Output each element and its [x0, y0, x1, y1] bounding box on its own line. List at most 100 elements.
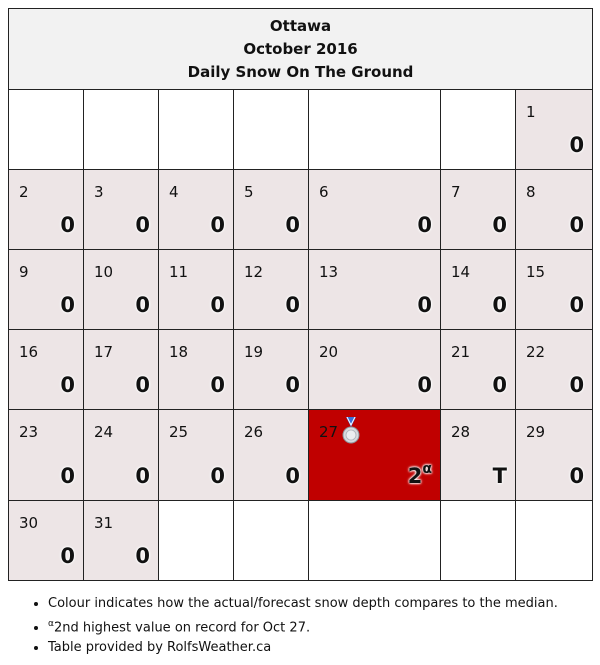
snow-depth-value: 0 — [135, 293, 150, 317]
snow-depth-value: 2α — [408, 461, 432, 488]
footnotes: Colour indicates how the actual/forecast… — [18, 594, 558, 658]
snow-depth-value: 0 — [569, 133, 584, 157]
snow-depth-number: 0 — [60, 544, 75, 568]
day-cell: 18 0 — [158, 329, 234, 410]
snow-depth-number: 0 — [569, 133, 585, 157]
day-number: 5 — [244, 183, 254, 201]
snow-depth-value: 0 — [417, 373, 432, 397]
day-number: 17 — [94, 343, 114, 361]
snow-depth-value: 0 — [60, 464, 75, 488]
day-number: 23 — [19, 423, 39, 441]
day-number: 11 — [169, 263, 189, 281]
day-number: 22 — [526, 343, 546, 361]
snow-depth-value: T — [493, 464, 507, 488]
source-note: Table provided by RolfsWeather.ca — [48, 638, 558, 658]
empty-day-cell — [440, 89, 516, 170]
day-number: 30 — [19, 514, 39, 532]
empty-day-cell — [514, 500, 594, 581]
snow-depth-value: 0 — [135, 373, 150, 397]
day-number: 13 — [319, 263, 339, 281]
day-number: 26 — [244, 423, 264, 441]
day-number: 24 — [94, 423, 114, 441]
snow-depth-number: 0 — [417, 213, 432, 237]
calendar-subtitle: Daily Snow On The Ground — [187, 62, 414, 81]
snow-depth-number: 0 — [285, 293, 300, 317]
snow-depth-number: 0 — [417, 293, 432, 317]
snow-depth-number: 0 — [569, 464, 585, 488]
snow-depth-value: 0 — [60, 293, 75, 317]
snow-depth-value: 0 — [135, 464, 150, 488]
day-number: 7 — [451, 183, 461, 201]
snow-depth-value: 0 — [569, 373, 584, 397]
snow-depth-number: 0 — [285, 373, 300, 397]
empty-day-cell — [308, 89, 441, 170]
snow-depth-value: 0 — [285, 213, 300, 237]
day-cell: 15 0 — [514, 249, 594, 330]
record-mark: α — [48, 619, 54, 629]
day-cell: 22 0 — [514, 329, 594, 410]
day-number: 18 — [169, 343, 189, 361]
snow-depth-value: 0 — [60, 544, 75, 568]
day-cell: 30 0 — [8, 500, 84, 581]
snow-depth-number: 0 — [569, 373, 585, 397]
snow-depth-value: 0 — [569, 464, 584, 488]
silver-medal-icon — [342, 417, 360, 444]
day-number: 21 — [451, 343, 471, 361]
empty-day-cell — [440, 500, 516, 581]
day-cell: 19 0 — [233, 329, 309, 410]
day-cell: 26 0 — [233, 409, 309, 501]
calendar-week-row: 30 0 31 0 — [8, 500, 594, 581]
calendar-week-row: 16 0 17 0 18 0 19 0 20 0 21 0 22 0 — [8, 329, 594, 410]
empty-day-cell — [158, 89, 234, 170]
day-number: 20 — [319, 343, 339, 361]
day-number: 12 — [244, 263, 264, 281]
day-number: 31 — [94, 514, 114, 532]
day-number: 15 — [526, 263, 546, 281]
empty-day-cell — [233, 500, 309, 581]
day-cell: 25 0 — [158, 409, 234, 501]
day-cell: 21 0 — [440, 329, 516, 410]
day-number: 28 — [451, 423, 471, 441]
day-number: 3 — [94, 183, 104, 201]
snow-depth-number: 0 — [60, 464, 75, 488]
snow-depth-value: 0 — [210, 373, 225, 397]
snow-depth-value: 0 — [285, 464, 300, 488]
day-cell: 12 0 — [233, 249, 309, 330]
snow-depth-value: 0 — [60, 213, 75, 237]
snow-depth-number: 0 — [417, 373, 432, 397]
snow-depth-number: 0 — [285, 464, 300, 488]
day-number: 14 — [451, 263, 471, 281]
colour-note: Colour indicates how the actual/forecast… — [48, 594, 558, 614]
empty-day-cell — [158, 500, 234, 581]
empty-day-cell — [308, 500, 441, 581]
snow-depth-value: 0 — [135, 213, 150, 237]
day-number: 4 — [169, 183, 179, 201]
snow-depth-value: 0 — [285, 293, 300, 317]
day-number: 16 — [19, 343, 39, 361]
snow-depth-number: 0 — [492, 293, 507, 317]
snow-depth-value: 0 — [210, 293, 225, 317]
snow-depth-number: 0 — [492, 373, 507, 397]
snow-depth-value: 0 — [135, 544, 150, 568]
day-number: 9 — [19, 263, 29, 281]
day-cell: 10 0 — [83, 249, 159, 330]
snow-depth-value: 0 — [569, 213, 584, 237]
snow-depth-number: 0 — [285, 213, 300, 237]
snow-depth-number: 0 — [569, 213, 585, 237]
snow-depth-value: 0 — [210, 213, 225, 237]
day-cell: 31 0 — [83, 500, 159, 581]
day-cell: 23 0 — [8, 409, 84, 501]
day-number: 19 — [244, 343, 264, 361]
day-cell: 24 0 — [83, 409, 159, 501]
snow-depth-value: 0 — [492, 373, 507, 397]
day-number: 8 — [526, 183, 536, 201]
empty-day-cell — [8, 89, 84, 170]
snow-depth-number: 0 — [135, 373, 150, 397]
